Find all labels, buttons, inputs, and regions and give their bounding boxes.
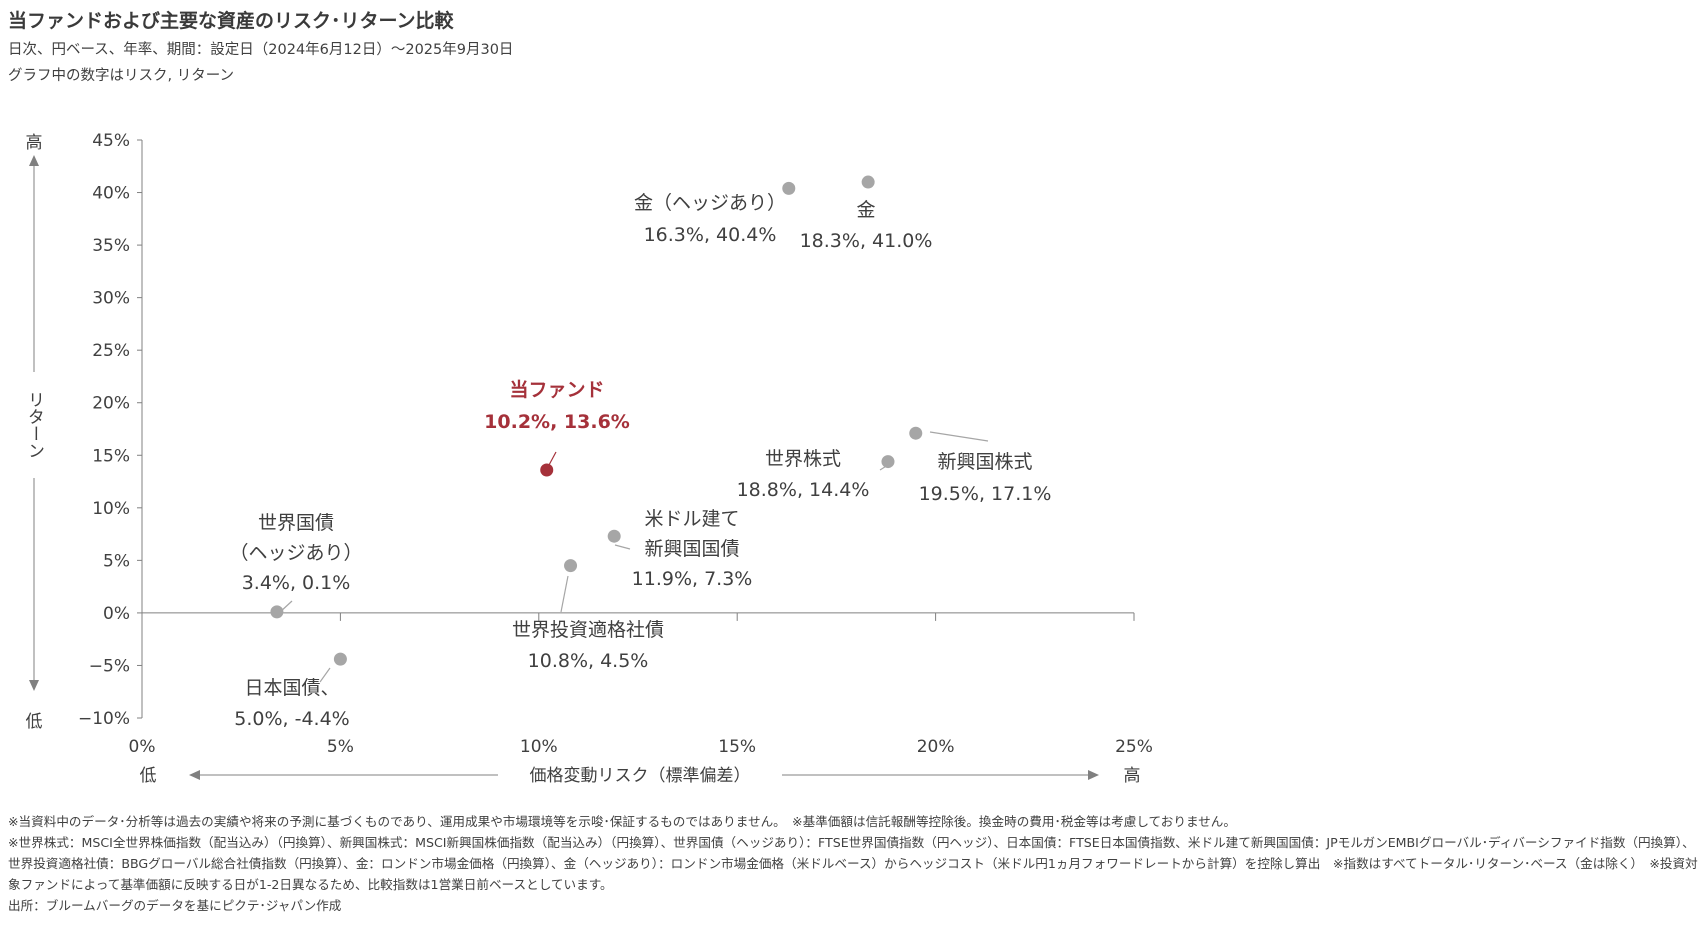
y-tick-label: 25%	[92, 341, 130, 361]
leader-line	[614, 544, 631, 550]
leader-line	[548, 451, 557, 466]
chart-title: 当ファンドおよび主要な資産のリスク･リターン比較	[8, 10, 454, 32]
point-value-label: 10.2%, 13.6%	[484, 411, 630, 433]
x-tick-label: 0%	[129, 737, 156, 757]
leader-line	[929, 431, 989, 442]
footnote-2: ※世界株式：MSCI全世界株価指数（配当込み）（円換算）、新興国株式：MSCI新…	[8, 835, 1698, 892]
y-arrow-down-head	[29, 680, 39, 691]
footnotes: ※当資料中のデータ･分析等は過去の実績や将来の予測に基づくものであり、運用成果や…	[8, 811, 1698, 916]
y-tick-label: 10%	[92, 499, 130, 519]
point-label: 米ドル建て	[644, 508, 739, 530]
y-tick-label: −10%	[78, 709, 130, 729]
leader-line	[319, 667, 331, 683]
footnote-source: 出所：ブルームバーグのデータを基にピクテ･ジャパン作成	[8, 898, 342, 913]
y-tick-label: 30%	[92, 289, 130, 309]
y-tick-label: 35%	[92, 236, 130, 256]
point-label: 日本国債、	[244, 677, 339, 699]
risk-return-scatter-chart: −10% −5% 0% 5% 10% 15% 20% 25% 30% 35% 40% 45% 0% 5% 1…	[24, 131, 1153, 786]
point-value-label: 16.3%, 40.4%	[644, 224, 777, 246]
point-value-label: 18.3%, 41.0%	[800, 230, 933, 252]
point-value-label: 18.8%, 14.4%	[737, 479, 870, 501]
x-tick-label: 5%	[327, 737, 354, 757]
footnote-1: ※当資料中のデータ･分析等は過去の実績や将来の予測に基づくものであり、運用成果や…	[8, 814, 1236, 829]
x-arrow-right-head	[1088, 770, 1099, 780]
x-tick-label: 25%	[1115, 737, 1153, 757]
data-point	[861, 175, 875, 189]
y-tick-label: 45%	[92, 131, 130, 151]
leader-line	[560, 575, 569, 613]
point-label: 当ファンド	[509, 378, 604, 401]
point-value-label: 5.0%, -4.4%	[234, 708, 349, 730]
data-point	[270, 605, 284, 619]
data-point	[881, 455, 895, 469]
point-value-label: 11.9%, 7.3%	[632, 568, 753, 590]
y-tick-label: 15%	[92, 446, 130, 466]
point-label: 新興国株式	[937, 451, 1032, 473]
x-tick-label: 15%	[718, 737, 756, 757]
point-value-label: 3.4%, 0.1%	[242, 572, 351, 594]
y-tick-label: 20%	[92, 394, 130, 414]
chart-note: グラフ中の数字はリスク, リターン	[8, 68, 234, 84]
y-low-label: 低	[26, 712, 43, 732]
x-high-label: 高	[1124, 766, 1141, 786]
y-tick-label: 0%	[103, 604, 130, 624]
data-point	[909, 426, 923, 440]
point-label: 世界投資適格社債	[512, 619, 664, 641]
x-tick-label: 10%	[520, 737, 558, 757]
y-axis-title: リターン	[24, 391, 44, 459]
y-high-label: 高	[26, 133, 43, 153]
point-label: 金（ヘッジあり）	[634, 192, 786, 214]
point-label-line2: 新興国国債	[644, 538, 739, 560]
x-low-label: 低	[140, 766, 157, 786]
data-point	[607, 529, 621, 543]
x-axis-title: 価格変動リスク（標準偏差）	[530, 766, 751, 786]
data-point	[564, 559, 578, 573]
x-tick-label: 20%	[917, 737, 955, 757]
x-arrow-left-head	[189, 770, 200, 780]
y-tick-label: 40%	[92, 184, 130, 204]
point-label-line2: （ヘッジあり）	[229, 542, 362, 564]
chart-subtitle: 日次、円ベース、年率、期間：設定日（2024年6月12日）～2025年9月30日	[8, 42, 514, 58]
data-point	[540, 463, 554, 477]
point-label: 世界株式	[765, 448, 841, 470]
y-arrow-up-head	[29, 155, 39, 166]
point-label: 世界国債	[258, 512, 334, 534]
point-label: 金	[856, 199, 875, 221]
y-tick-label: −5%	[89, 656, 130, 676]
point-value-label: 19.5%, 17.1%	[919, 483, 1052, 505]
data-point	[333, 652, 347, 666]
point-value-label: 10.8%, 4.5%	[528, 650, 649, 672]
data-point	[782, 181, 796, 195]
y-tick-label: 5%	[103, 551, 130, 571]
